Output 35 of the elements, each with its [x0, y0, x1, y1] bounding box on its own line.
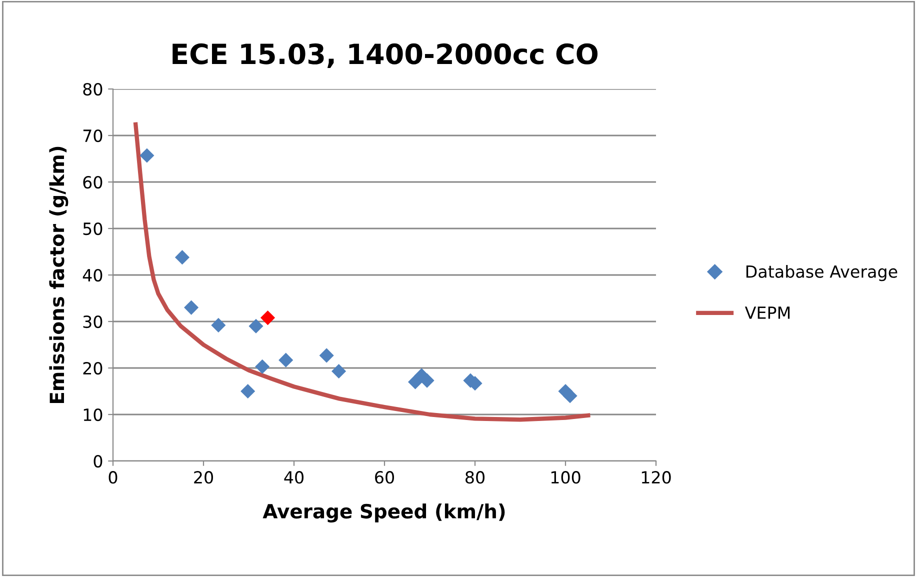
point	[420, 373, 434, 388]
y-tick-label: 20	[83, 362, 102, 375]
point	[211, 318, 226, 333]
point	[140, 148, 154, 163]
point	[319, 348, 334, 363]
legend-label: VEPM	[744, 306, 790, 319]
y-tick-label: 80	[83, 82, 102, 96]
point	[248, 318, 264, 334]
point	[184, 300, 199, 315]
y-tick-label: 0	[94, 454, 102, 468]
x-axis-title: Average Speed (km/h)	[262, 504, 505, 522]
x-tick-label: 100	[551, 471, 580, 484]
x-tick-label: 80	[466, 471, 484, 484]
y-tick-label: 50	[83, 222, 102, 236]
x-tick-label: 120	[642, 471, 671, 484]
legend-label: Database Average	[746, 264, 898, 282]
y-tick-label: 10	[84, 408, 102, 422]
point	[255, 359, 270, 374]
point	[332, 364, 346, 379]
point	[260, 310, 276, 326]
x-tick-label: 20	[194, 471, 213, 484]
y-tick-label: 70	[83, 129, 102, 142]
point	[278, 352, 294, 368]
y-axis-title: Emissions factor (g/km)	[49, 146, 68, 404]
x-tick-label: 40	[284, 471, 304, 484]
y-tick-label: 30	[83, 315, 102, 328]
chart-title: ECE 15.03, 1400-2000cc CO	[172, 43, 598, 68]
x-tick-label: 0	[108, 471, 118, 484]
y-tick-label: 60	[83, 176, 102, 189]
line-series	[134, 122, 590, 422]
x-tick-label: 60	[375, 471, 394, 484]
y-tick-label: 40	[82, 268, 102, 282]
point	[562, 388, 578, 404]
point	[174, 250, 190, 265]
point	[240, 384, 256, 399]
